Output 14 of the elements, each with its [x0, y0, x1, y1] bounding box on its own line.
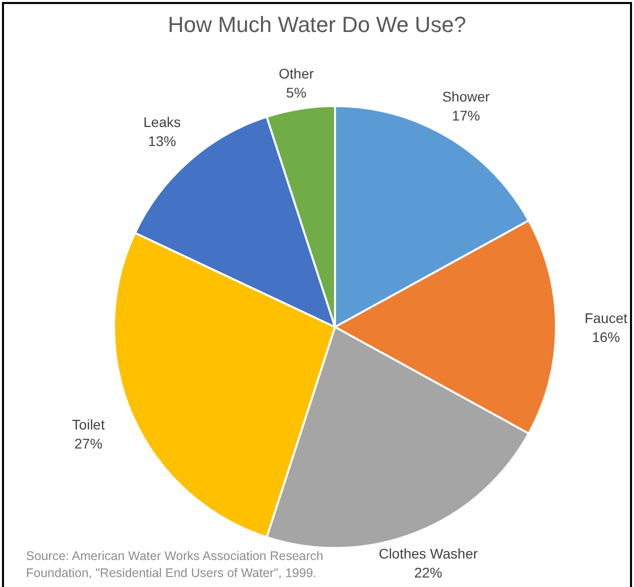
slice-label: Clothes Washer	[378, 546, 478, 562]
data-label: 5%	[286, 84, 306, 101]
data-label: 17%	[452, 108, 480, 124]
data-label: 22%	[414, 564, 442, 581]
slice-label: Shower	[442, 88, 490, 105]
data-label: 16%	[592, 329, 620, 345]
slice-label: Leaks	[143, 114, 181, 130]
slice-label: Faucet	[584, 310, 628, 326]
data-label: 13%	[148, 132, 176, 149]
slice-label: Toilet	[72, 416, 105, 433]
chart-title: How Much Water Do We Use?	[166, 12, 468, 38]
slice-label: Other	[278, 66, 314, 82]
source-note: Source: American Water Works Association Research Foundation, "Residential End Users of Water", 1999.	[26, 548, 324, 582]
data-label: 27%	[74, 436, 102, 452]
